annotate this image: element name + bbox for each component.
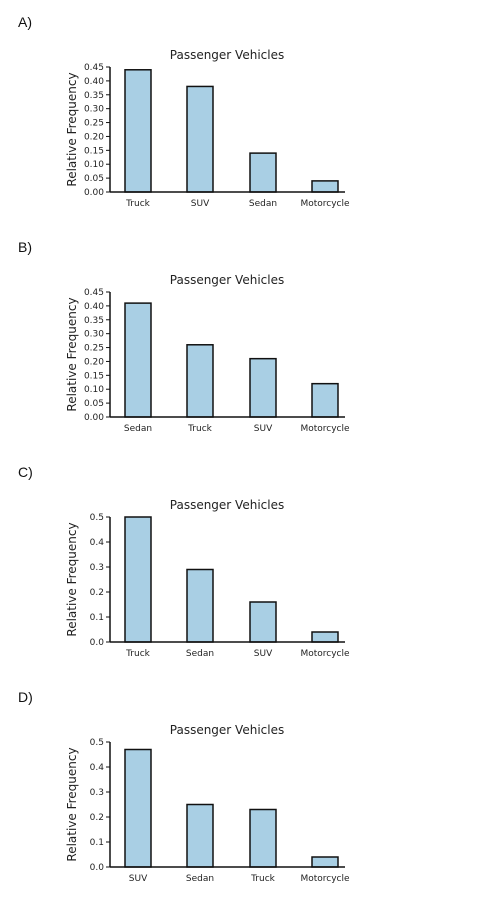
y-tick-label: 0.4: [90, 538, 105, 548]
bar-suv: [249, 357, 277, 418]
option-a: A) Passenger Vehicles Relative Frequency 0…: [0, 0, 482, 225]
option-label: C): [18, 464, 33, 480]
bar-truck: [249, 808, 277, 868]
chart-title: Passenger Vehicles: [170, 723, 284, 737]
x-tick-label: Motorcycle: [300, 424, 350, 434]
bar-suv: [249, 601, 277, 643]
y-axis-label: Relative Frequency: [65, 522, 79, 636]
y-tick-label: 0.45: [84, 288, 104, 298]
y-tick-label: 0.15: [84, 146, 104, 156]
bar-suv: [124, 748, 152, 868]
y-tick-label: 0.15: [84, 371, 104, 381]
y-tick-label: 0.20: [84, 132, 104, 142]
y-tick-label: 0.45: [84, 63, 104, 73]
y-axis-label: Relative Frequency: [65, 297, 79, 411]
x-tick-label: Sedan: [124, 424, 152, 434]
x-tick-label: Sedan: [186, 649, 214, 659]
bar-sedan: [186, 568, 214, 643]
x-tick-label: SUV: [191, 199, 210, 209]
bar-truck: [124, 69, 152, 193]
bar-chart: Passenger Vehicles Relative Frequency 0.00…: [65, 273, 350, 434]
bar-chart: Passenger Vehicles Relative Frequency 0.00…: [65, 48, 350, 209]
option-label: D): [18, 689, 33, 705]
option-b: B) Passenger Vehicles Relative Frequency 0…: [0, 225, 482, 450]
option-d: D) Passenger Vehicles Relative Frequency 0…: [0, 675, 482, 900]
y-tick-label: 0.5: [90, 513, 104, 523]
y-tick-label: 0.20: [84, 357, 104, 367]
y-tick-label: 0.40: [84, 302, 104, 312]
y-tick-label: 0.30: [84, 330, 104, 340]
x-tick-label: Truck: [250, 874, 276, 884]
bar-motorcycle: [311, 180, 339, 193]
y-tick-label: 0.40: [84, 77, 104, 87]
y-tick-label: 0.2: [90, 588, 104, 598]
y-tick-label: 0.1: [90, 613, 104, 623]
y-tick-label: 0.30: [84, 105, 104, 115]
y-axis-label: Relative Frequency: [65, 747, 79, 861]
y-tick-label: 0.5: [90, 738, 104, 748]
chart-title: Passenger Vehicles: [170, 48, 284, 62]
y-tick-label: 0.10: [84, 160, 104, 170]
y-tick-label: 0.05: [84, 399, 104, 409]
x-tick-label: Sedan: [249, 199, 277, 209]
chart-title: Passenger Vehicles: [170, 498, 284, 512]
bar-sedan: [249, 152, 277, 193]
y-tick-label: 0.35: [84, 316, 104, 326]
y-tick-label: 0.1: [90, 838, 104, 848]
option-label: B): [18, 239, 32, 255]
bar-truck: [124, 516, 152, 643]
y-tick-label: 0.3: [90, 563, 104, 573]
y-tick-label: 0.0: [90, 638, 105, 648]
x-tick-label: Truck: [187, 424, 213, 434]
y-tick-label: 0.00: [84, 188, 104, 198]
bar-suv: [186, 85, 214, 193]
y-tick-label: 0.3: [90, 788, 104, 798]
x-tick-label: SUV: [129, 874, 148, 884]
y-tick-label: 0.0: [90, 863, 105, 873]
y-tick-label: 0.00: [84, 413, 104, 423]
bar-sedan: [124, 302, 152, 418]
bar-sedan: [186, 803, 214, 868]
x-tick-label: SUV: [254, 649, 273, 659]
x-tick-label: Motorcycle: [300, 199, 350, 209]
y-tick-label: 0.05: [84, 174, 104, 184]
bar-truck: [186, 344, 214, 418]
y-tick-label: 0.2: [90, 813, 104, 823]
bar-motorcycle: [311, 382, 339, 418]
x-tick-label: Sedan: [186, 874, 214, 884]
x-tick-label: Truck: [125, 199, 151, 209]
y-tick-label: 0.25: [84, 119, 104, 129]
y-tick-label: 0.25: [84, 344, 104, 354]
y-tick-label: 0.4: [90, 763, 105, 773]
y-axis-label: Relative Frequency: [65, 72, 79, 186]
option-c: C) Passenger Vehicles Relative Frequency 0…: [0, 450, 482, 675]
bar-motorcycle: [311, 631, 339, 643]
x-tick-label: SUV: [254, 424, 273, 434]
y-tick-label: 0.10: [84, 385, 104, 395]
y-tick-label: 0.35: [84, 91, 104, 101]
bar-chart: Passenger Vehicles Relative Frequency 0.0 0…: [65, 498, 350, 659]
x-tick-label: Truck: [125, 649, 151, 659]
x-tick-label: Motorcycle: [300, 874, 350, 884]
bar-motorcycle: [311, 856, 339, 868]
option-label: A): [18, 14, 32, 30]
chart-title: Passenger Vehicles: [170, 273, 284, 287]
bar-chart: Passenger Vehicles Relative Frequency 0.0 0…: [65, 723, 350, 884]
x-tick-label: Motorcycle: [300, 649, 350, 659]
